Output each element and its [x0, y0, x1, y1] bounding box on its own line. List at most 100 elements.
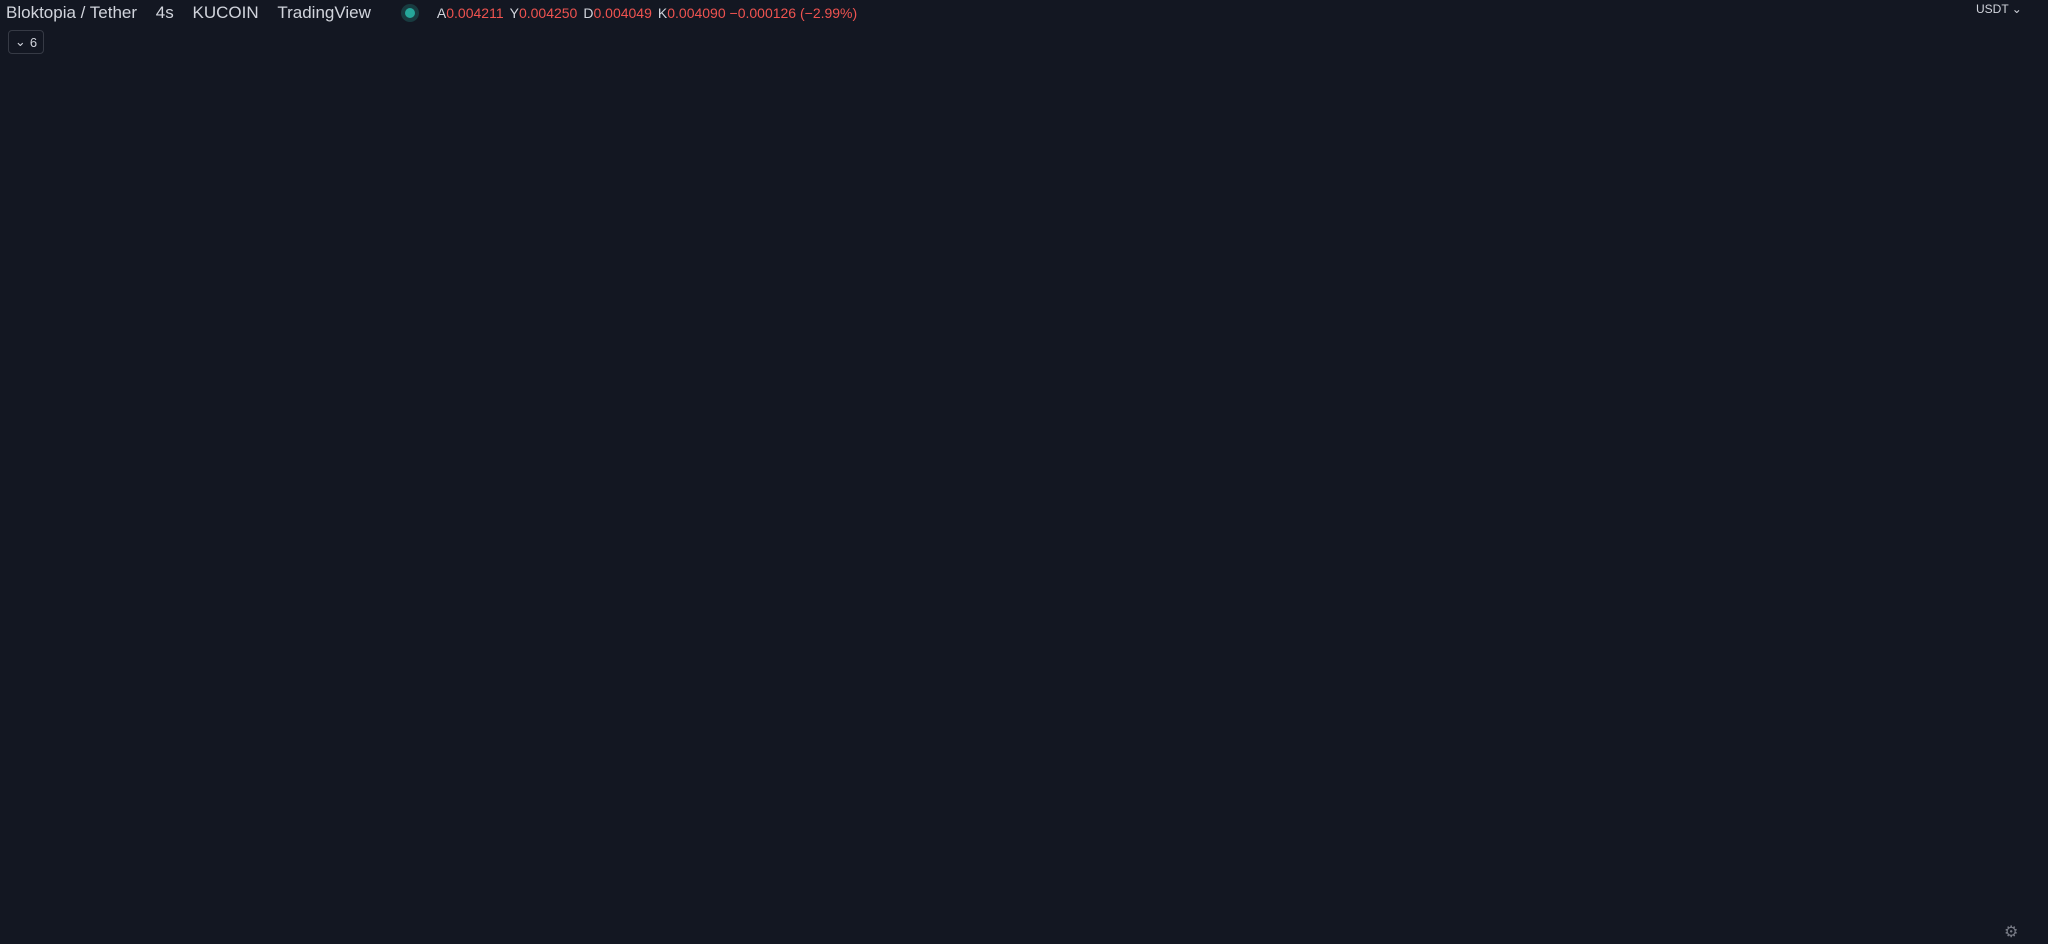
candle-body — [401, 342, 407, 435]
candle-body — [526, 335, 532, 356]
candle-body — [791, 220, 797, 234]
macd-histogram-bar — [143, 895, 150, 896]
macd-histogram-bar — [299, 894, 306, 896]
macd-histogram-bar — [821, 895, 829, 897]
macd-histogram-bar — [80, 895, 88, 896]
macd-histogram-bar — [657, 894, 665, 896]
volume-bar — [626, 714, 634, 752]
volume-bar — [595, 726, 603, 752]
macd-histogram-bar — [338, 894, 345, 896]
macd-histogram-bar — [587, 892, 595, 895]
macd-histogram-bar — [306, 894, 314, 896]
macd-histogram-bar — [455, 894, 462, 896]
last-price-tag — [1968, 348, 2022, 366]
macd-histogram-bar — [603, 893, 610, 895]
macd-histogram-bar — [174, 895, 181, 896]
volume-bar — [260, 739, 267, 752]
candle-body — [861, 192, 867, 220]
macd-histogram-bar — [252, 894, 259, 896]
macd-histogram-bar — [431, 894, 439, 896]
macd-histogram-bar — [166, 895, 174, 896]
macd-histogram-bar — [852, 895, 860, 896]
volume-bar — [509, 731, 517, 752]
volume-bar — [400, 668, 408, 752]
currency-label[interactable]: USDT — [1976, 2, 2009, 16]
volume-bar — [899, 731, 907, 752]
macd-histogram-bar — [96, 894, 103, 896]
rsi-line — [5, 773, 927, 846]
volume-bar — [743, 731, 751, 752]
candle-body — [292, 434, 298, 442]
volume-bar — [782, 731, 790, 752]
macd-histogram-bar — [540, 893, 548, 895]
macd-histogram-bar — [197, 894, 205, 896]
volume-bar — [494, 733, 501, 752]
currency-selector[interactable]: USDT ⌄ — [1976, 2, 2022, 16]
macd-histogram-bar — [205, 894, 213, 896]
candle-body — [159, 488, 165, 495]
macd-histogram-bar — [767, 895, 774, 897]
candle-body — [448, 380, 454, 397]
candle-body — [377, 427, 383, 440]
level-label: 0.004730 — [1973, 263, 2023, 277]
trendline[interactable] — [809, 32, 1614, 351]
candle-body — [276, 429, 282, 439]
volume-bar — [57, 741, 64, 752]
volume-bar — [447, 731, 454, 752]
volume-bar — [408, 701, 415, 752]
level-label: 0.004221 — [1973, 332, 2023, 346]
interval-label[interactable]: 4s — [155, 3, 174, 22]
macd-histogram-bar — [275, 894, 283, 896]
gear-icon[interactable]: ⚙ — [2004, 924, 2019, 941]
candle-body — [26, 420, 32, 431]
candle-body — [565, 213, 571, 234]
candle-body — [58, 430, 64, 435]
candle-body — [541, 267, 547, 309]
macd-histogram-bar — [65, 895, 72, 896]
volume-bar — [205, 731, 213, 752]
macd-histogram-bar — [907, 895, 915, 897]
volume-bar — [127, 736, 135, 752]
candle-body — [432, 393, 438, 400]
macd-histogram-bar — [423, 893, 431, 895]
volume-bar — [49, 742, 57, 752]
candle-body — [705, 158, 711, 214]
macd-histogram-bar — [486, 894, 493, 896]
volume-bar — [431, 731, 439, 752]
volume-bar — [10, 739, 18, 752]
candle-body — [42, 423, 48, 427]
candle-body — [830, 240, 836, 261]
macd-histogram-bar — [127, 895, 135, 896]
chevron-down-icon: ⌄ — [14, 34, 26, 49]
candle-body — [455, 362, 461, 381]
volume-bar — [65, 741, 72, 752]
macd-histogram-bar — [104, 895, 111, 896]
volume-bar — [135, 735, 142, 752]
volume-bar — [634, 716, 642, 752]
candle-body — [596, 220, 602, 241]
candle-body — [775, 206, 781, 230]
trendline[interactable] — [138, 259, 1652, 504]
macd-histogram-bar — [18, 895, 25, 896]
level-label-box — [1967, 260, 2023, 279]
macd-histogram-bar — [322, 895, 330, 896]
volume-bar — [884, 689, 891, 752]
volume-bar — [821, 726, 829, 752]
candle-body — [580, 233, 586, 248]
macd-histogram-bar — [416, 893, 423, 895]
volume-bar — [221, 739, 228, 752]
macd-histogram-bar — [439, 894, 447, 896]
volume-bar — [197, 737, 205, 752]
candle-body — [892, 260, 898, 315]
market-status-icon[interactable] — [404, 8, 415, 18]
volume-bar — [322, 740, 330, 752]
candle-body — [362, 434, 368, 439]
candle-body — [806, 217, 812, 223]
symbol-title[interactable]: Bloktopia / Tether 4s KUCOIN TradingView — [6, 3, 371, 23]
candle-body — [487, 348, 493, 363]
indicators-toggle-button[interactable]: ⌄ 6 — [8, 30, 44, 54]
symbol-name[interactable]: Bloktopia / Tether — [6, 3, 138, 22]
macd-histogram-bar — [572, 892, 579, 895]
price-axis-label: 0.004500 — [1975, 294, 2025, 308]
